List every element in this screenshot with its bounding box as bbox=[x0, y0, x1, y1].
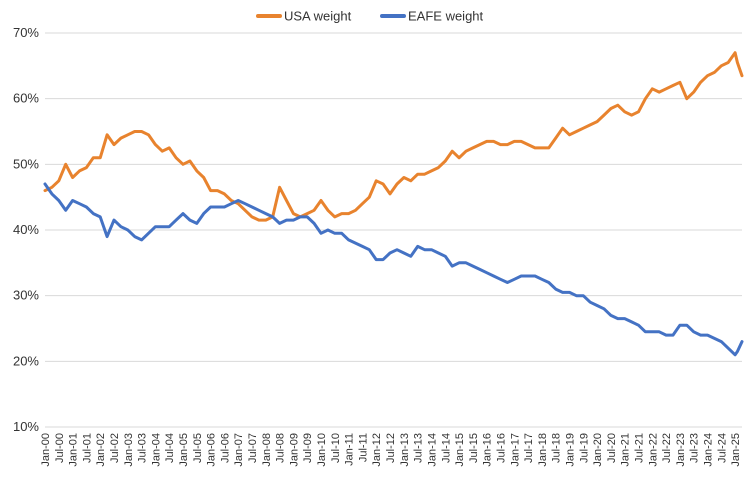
x-tick-label: Jul-20 bbox=[606, 433, 618, 463]
gridlines bbox=[45, 32, 742, 428]
x-tick-label: Jul-01 bbox=[81, 433, 93, 463]
y-tick-label: 20% bbox=[13, 353, 39, 368]
x-tick-label: Jan-20 bbox=[592, 433, 604, 467]
x-tick-label: Jan-17 bbox=[509, 433, 521, 467]
x-tick-label: Jan-23 bbox=[675, 433, 687, 467]
series-line bbox=[43, 182, 744, 357]
x-tick-label: Jul-09 bbox=[302, 433, 314, 463]
y-tick-label: 60% bbox=[13, 91, 39, 106]
x-tick-label: Jan-25 bbox=[730, 433, 742, 467]
x-tick-label: Jan-01 bbox=[68, 433, 80, 467]
legend-label: EAFE weight bbox=[408, 9, 484, 24]
y-tick-label: 40% bbox=[13, 222, 39, 237]
x-tick-label: Jul-24 bbox=[716, 433, 728, 463]
x-tick-label: Jan-04 bbox=[150, 433, 162, 467]
x-tick-label: Jul-06 bbox=[219, 433, 231, 463]
x-tick-label: Jul-10 bbox=[330, 433, 342, 463]
x-tick-label: Jul-15 bbox=[468, 433, 480, 463]
x-tick-label: Jan-12 bbox=[371, 433, 383, 467]
x-tick-label: Jul-23 bbox=[689, 433, 701, 463]
x-tick-label: Jan-09 bbox=[288, 433, 300, 467]
x-axis-ticks: Jan-00 Jul-00 Jan-01 Jul-01 Jan-02 Jul-02 Jan-… bbox=[40, 433, 742, 467]
x-tick-label: Jan-00 bbox=[40, 433, 52, 467]
x-tick-label: Jan-24 bbox=[702, 433, 714, 467]
x-tick-label: Jan-08 bbox=[261, 433, 273, 467]
x-tick-label: Jan-16 bbox=[482, 433, 494, 467]
x-tick-label: Jan-15 bbox=[454, 433, 466, 467]
y-tick-label: 50% bbox=[13, 156, 39, 171]
x-tick-label: Jan-14 bbox=[426, 433, 438, 467]
x-tick-label: Jul-11 bbox=[357, 433, 369, 462]
x-tick-label: Jul-21 bbox=[633, 433, 645, 463]
x-tick-label: Jul-05 bbox=[192, 433, 204, 463]
x-tick-label: Jan-02 bbox=[95, 433, 107, 467]
x-tick-label: Jan-11 bbox=[344, 433, 356, 466]
x-tick-label: Jul-00 bbox=[54, 433, 66, 463]
legend-item: USA weight bbox=[256, 9, 352, 24]
legend-item: EAFE weight bbox=[380, 9, 484, 24]
x-tick-label: Jan-22 bbox=[647, 433, 659, 467]
y-tick-label: 30% bbox=[13, 288, 39, 303]
x-tick-label: Jul-19 bbox=[578, 433, 590, 463]
x-tick-label: Jul-16 bbox=[495, 433, 507, 463]
x-tick-label: Jul-04 bbox=[164, 433, 176, 463]
x-tick-label: Jan-18 bbox=[537, 433, 549, 467]
x-tick-label: Jan-19 bbox=[564, 433, 576, 467]
y-axis-ticks: 10% 20% 30% 40% 50% 60% 70% bbox=[13, 25, 39, 434]
x-tick-label: Jan-07 bbox=[233, 433, 245, 467]
x-tick-label: Jan-03 bbox=[123, 433, 135, 467]
x-tick-label: Jul-02 bbox=[109, 433, 121, 463]
y-tick-label: 70% bbox=[13, 25, 39, 40]
x-tick-label: Jul-22 bbox=[661, 433, 673, 463]
x-tick-label: Jan-13 bbox=[399, 433, 411, 467]
x-tick-label: Jan-05 bbox=[178, 433, 190, 467]
x-tick-label: Jul-12 bbox=[385, 433, 397, 463]
x-tick-label: Jan-10 bbox=[316, 433, 328, 467]
legend: USA weight EAFE weight bbox=[256, 9, 484, 24]
series-lines bbox=[43, 51, 744, 357]
x-tick-label: Jul-07 bbox=[247, 433, 259, 463]
series-line bbox=[43, 51, 744, 222]
x-tick-label: Jul-18 bbox=[551, 433, 563, 463]
x-tick-label: Jan-06 bbox=[206, 433, 218, 467]
x-tick-label: Jul-14 bbox=[440, 433, 452, 463]
x-tick-label: Jan-21 bbox=[620, 433, 632, 467]
x-tick-label: Jul-03 bbox=[137, 433, 149, 463]
x-tick-label: Jul-08 bbox=[275, 433, 287, 463]
legend-label: USA weight bbox=[284, 9, 352, 24]
x-tick-label: Jul-13 bbox=[413, 433, 425, 463]
y-tick-label: 10% bbox=[13, 419, 39, 434]
x-tick-label: Jul-17 bbox=[523, 433, 535, 463]
